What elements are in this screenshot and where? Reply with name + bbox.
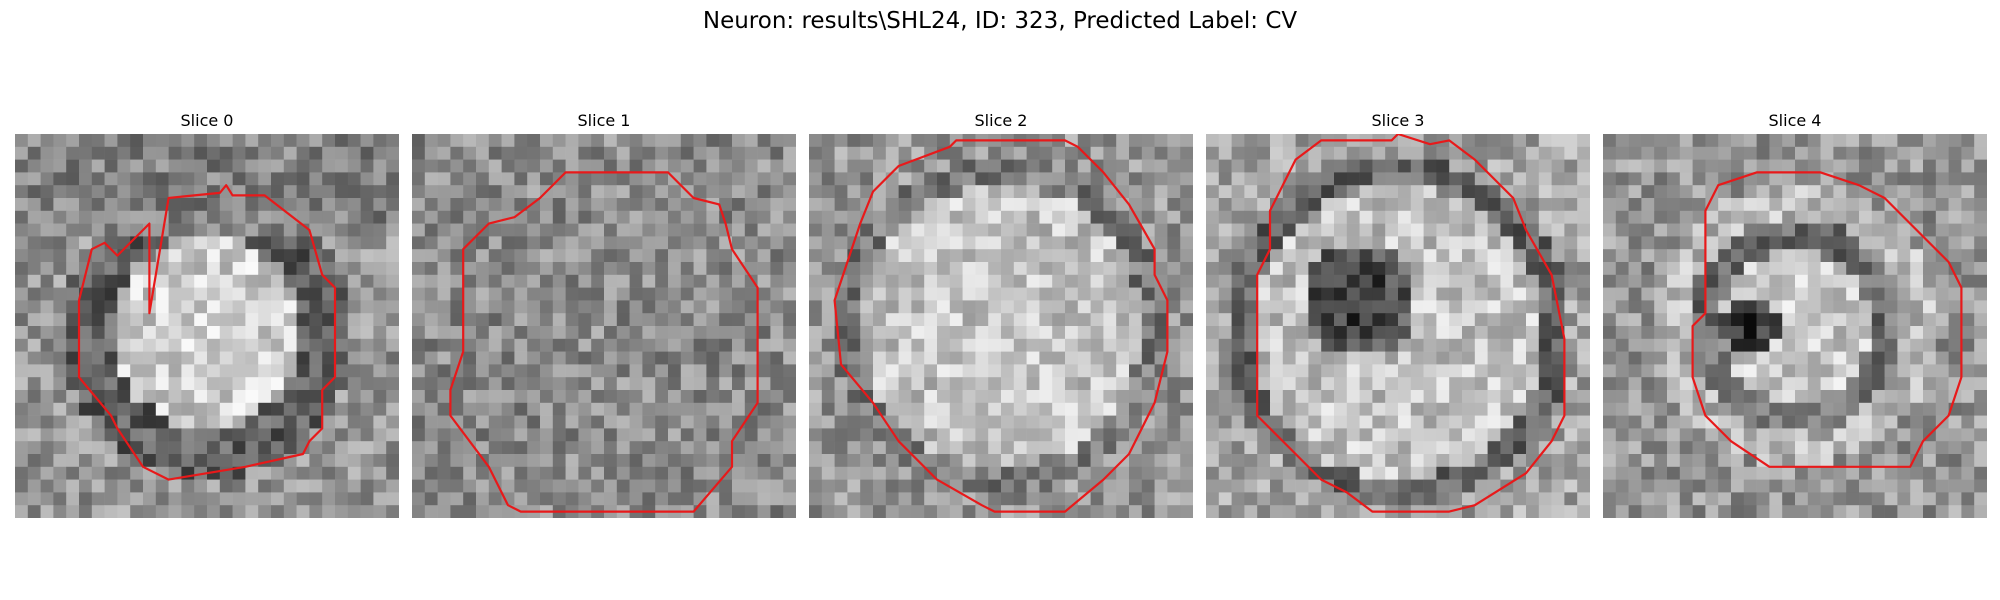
slice-title: Slice 3: [1206, 108, 1590, 134]
pixel-grid: [15, 134, 399, 518]
pixel-grid: [1206, 134, 1590, 518]
pixel-grid: [809, 134, 1193, 518]
slice-panel-3: Slice 3: [1206, 108, 1590, 518]
figure-title: Neuron: results\SHL24, ID: 323, Predicte…: [0, 8, 2000, 34]
slice-image: [412, 134, 796, 518]
slice-panel-1: Slice 1: [412, 108, 796, 518]
slice-image: [809, 134, 1193, 518]
slice-panel-2: Slice 2: [809, 108, 1193, 518]
slice-panel-4: Slice 4: [1603, 108, 1987, 518]
pixel-grid: [1603, 134, 1987, 518]
slice-title: Slice 0: [15, 108, 399, 134]
slice-title: Slice 4: [1603, 108, 1987, 134]
slice-image: [1206, 134, 1590, 518]
pixel-grid: [412, 134, 796, 518]
slice-panel-0: Slice 0: [15, 108, 399, 518]
slice-image: [1603, 134, 1987, 518]
slice-title: Slice 2: [809, 108, 1193, 134]
slice-image: [15, 134, 399, 518]
slice-title: Slice 1: [412, 108, 796, 134]
